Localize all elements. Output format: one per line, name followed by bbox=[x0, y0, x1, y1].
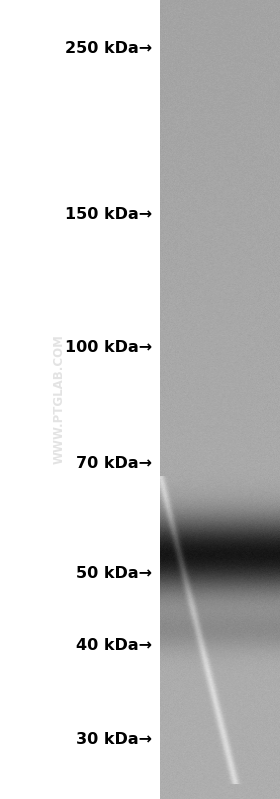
Text: 150 kDa→: 150 kDa→ bbox=[65, 208, 152, 222]
Text: 100 kDa→: 100 kDa→ bbox=[65, 340, 152, 355]
Text: 250 kDa→: 250 kDa→ bbox=[65, 41, 152, 56]
Text: 50 kDa→: 50 kDa→ bbox=[76, 566, 152, 581]
Text: 30 kDa→: 30 kDa→ bbox=[76, 732, 152, 747]
Text: WWW.PTGLAB.COM: WWW.PTGLAB.COM bbox=[53, 335, 66, 464]
Text: 70 kDa→: 70 kDa→ bbox=[76, 456, 152, 471]
Text: 40 kDa→: 40 kDa→ bbox=[76, 638, 152, 654]
